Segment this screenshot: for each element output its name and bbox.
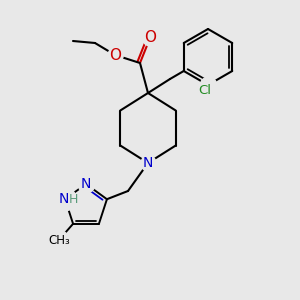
Text: H: H bbox=[68, 193, 78, 206]
Text: O: O bbox=[144, 29, 156, 44]
Text: O: O bbox=[109, 47, 121, 62]
Text: N: N bbox=[81, 177, 91, 191]
Text: N: N bbox=[143, 156, 153, 170]
Text: CH₃: CH₃ bbox=[48, 234, 70, 247]
Text: N: N bbox=[59, 192, 69, 206]
Text: Cl: Cl bbox=[199, 83, 212, 97]
